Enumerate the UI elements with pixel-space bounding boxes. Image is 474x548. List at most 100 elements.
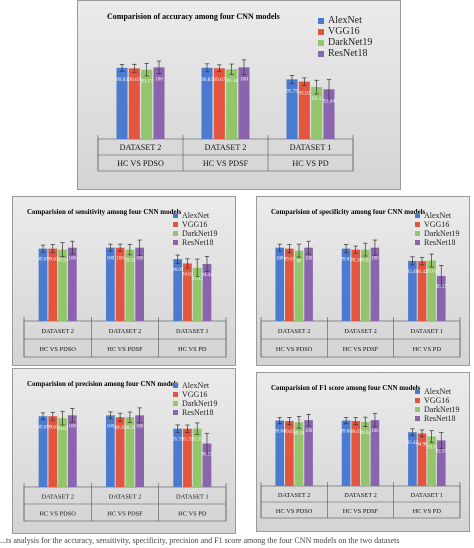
data-label: 99.34 bbox=[360, 431, 372, 436]
legend-swatch bbox=[415, 398, 420, 403]
legend-swatch bbox=[318, 28, 324, 35]
chart-svg: DATASET 2HC VS PDSO99.6799.6799.02100DAT… bbox=[23, 407, 227, 522]
legend: AlexNet VGG16 DarkNet19 ResNet18 bbox=[415, 387, 460, 423]
bar-alexnet bbox=[38, 248, 48, 321]
chart-title: Comparision of precision among four CNN … bbox=[27, 380, 179, 388]
data-label: 100 bbox=[276, 257, 284, 262]
data-label: 92.34 bbox=[323, 98, 335, 104]
category-label-comparison: HC VS PD bbox=[178, 511, 207, 518]
chart-panel-3: Comparision of specificity among four CN… bbox=[256, 196, 470, 366]
data-label: 99.67 bbox=[213, 77, 225, 83]
data-label: 99.67 bbox=[350, 430, 362, 435]
legend-item: ResNet18 bbox=[318, 48, 372, 59]
legend-item: DarkNet19 bbox=[415, 405, 460, 414]
category-label-comparison: HC VS PDSF bbox=[107, 511, 143, 518]
data-label: 95.35 bbox=[192, 438, 204, 443]
data-label: 100 bbox=[107, 424, 115, 429]
legend-label: DarkNet19 bbox=[328, 37, 373, 48]
bar-alexnet bbox=[173, 259, 183, 321]
bar-resnet18 bbox=[67, 415, 77, 487]
legend-swatch bbox=[415, 222, 420, 227]
bar-vgg16 bbox=[417, 433, 427, 486]
legend-item: VGG16 bbox=[318, 26, 372, 37]
data-label: 99.83 bbox=[116, 77, 128, 83]
data-label: 99.33 bbox=[360, 259, 372, 264]
category-label-comparison: HC VS PDSF bbox=[107, 346, 143, 353]
bar-alexnet bbox=[341, 248, 351, 321]
bar-darknet19 bbox=[226, 69, 238, 139]
data-label: 94.44 bbox=[201, 273, 213, 278]
legend-swatch bbox=[173, 222, 178, 227]
data-label: 99.67 bbox=[284, 430, 296, 435]
data-label: 99.67 bbox=[340, 258, 352, 263]
data-label: 95.42 bbox=[407, 441, 419, 446]
data-label: 100 bbox=[69, 257, 77, 262]
bar-resnet18 bbox=[436, 275, 446, 321]
legend-item: ResNet18 bbox=[173, 408, 218, 417]
legend-label: VGG16 bbox=[182, 220, 208, 229]
legend-item: AlexNet bbox=[318, 15, 372, 26]
bar-resnet18 bbox=[436, 440, 446, 486]
bar-darknet19 bbox=[58, 418, 67, 487]
bar-resnet18 bbox=[135, 247, 145, 321]
bar-alexnet bbox=[341, 420, 351, 486]
bar-resnet18 bbox=[304, 420, 313, 486]
bar-darknet19 bbox=[427, 260, 436, 321]
legend-label: AlexNet bbox=[424, 211, 452, 220]
category-label-dataset: DATASET 2 bbox=[109, 328, 142, 335]
bar-vgg16 bbox=[351, 249, 361, 321]
legend-item: DarkNet19 bbox=[415, 229, 460, 238]
legend-item: AlexNet bbox=[173, 211, 218, 220]
data-label: 99.67 bbox=[47, 258, 59, 263]
data-label: 100 bbox=[116, 257, 124, 262]
category-label-comparison: HC VS PD bbox=[413, 346, 442, 353]
data-label: 95.02 bbox=[298, 91, 310, 97]
legend-swatch bbox=[173, 383, 178, 388]
data-label: 99.67 bbox=[47, 425, 59, 430]
data-label: 99.83 bbox=[201, 77, 213, 83]
legend-label: VGG16 bbox=[424, 220, 450, 229]
data-label: 93.1 bbox=[312, 96, 322, 102]
data-label: 99.18 bbox=[293, 431, 305, 436]
bar-darknet19 bbox=[58, 249, 67, 321]
legend-label: ResNet18 bbox=[328, 48, 368, 59]
bar-vgg16 bbox=[128, 68, 140, 139]
legend-swatch bbox=[173, 213, 178, 218]
bar-vgg16 bbox=[115, 417, 125, 487]
data-label: 99 bbox=[296, 260, 302, 265]
bar-resnet18 bbox=[67, 247, 77, 321]
category-label-comparison: HC VS PDSO bbox=[117, 159, 164, 168]
category-label-comparison: HC VS PDSO bbox=[276, 346, 313, 353]
data-label: 100 bbox=[371, 257, 379, 262]
data-label: 96.09 bbox=[172, 268, 184, 273]
legend-label: AlexNet bbox=[182, 381, 210, 390]
bar-resnet18 bbox=[135, 415, 145, 487]
data-label: 99.67 bbox=[37, 258, 49, 263]
data-label: 99.67 bbox=[37, 425, 49, 430]
legend: AlexNet VGG16 DarkNet19 ResNet18 bbox=[415, 211, 460, 247]
legend-swatch bbox=[173, 392, 178, 397]
legend-item: VGG16 bbox=[173, 220, 218, 229]
legend-label: DarkNet19 bbox=[182, 399, 218, 408]
category-label-comparison: HC VS PD bbox=[413, 508, 442, 515]
category-label-comparison: HC VS PDSF bbox=[343, 508, 379, 515]
category-label-comparison: HC VS PD bbox=[178, 346, 207, 353]
data-label: 90.37 bbox=[436, 285, 448, 290]
legend-swatch bbox=[415, 416, 420, 421]
bar-alexnet bbox=[201, 67, 213, 139]
legend-swatch bbox=[318, 17, 324, 24]
bar-darknet19 bbox=[125, 417, 135, 487]
category-label-dataset: DATASET 2 bbox=[41, 328, 74, 335]
bar-vgg16 bbox=[183, 263, 192, 321]
data-label: 100 bbox=[240, 76, 248, 82]
legend-item: DarkNet19 bbox=[173, 399, 218, 408]
category-label-dataset: DATASET 2 bbox=[278, 492, 311, 499]
bar-darknet19 bbox=[427, 436, 436, 486]
category-label-dataset: DATASET 2 bbox=[344, 492, 377, 499]
bar-resnet18 bbox=[304, 247, 313, 321]
data-label: 99.67 bbox=[128, 77, 140, 83]
data-label: 95.62 bbox=[426, 270, 438, 275]
legend-swatch bbox=[415, 213, 420, 218]
